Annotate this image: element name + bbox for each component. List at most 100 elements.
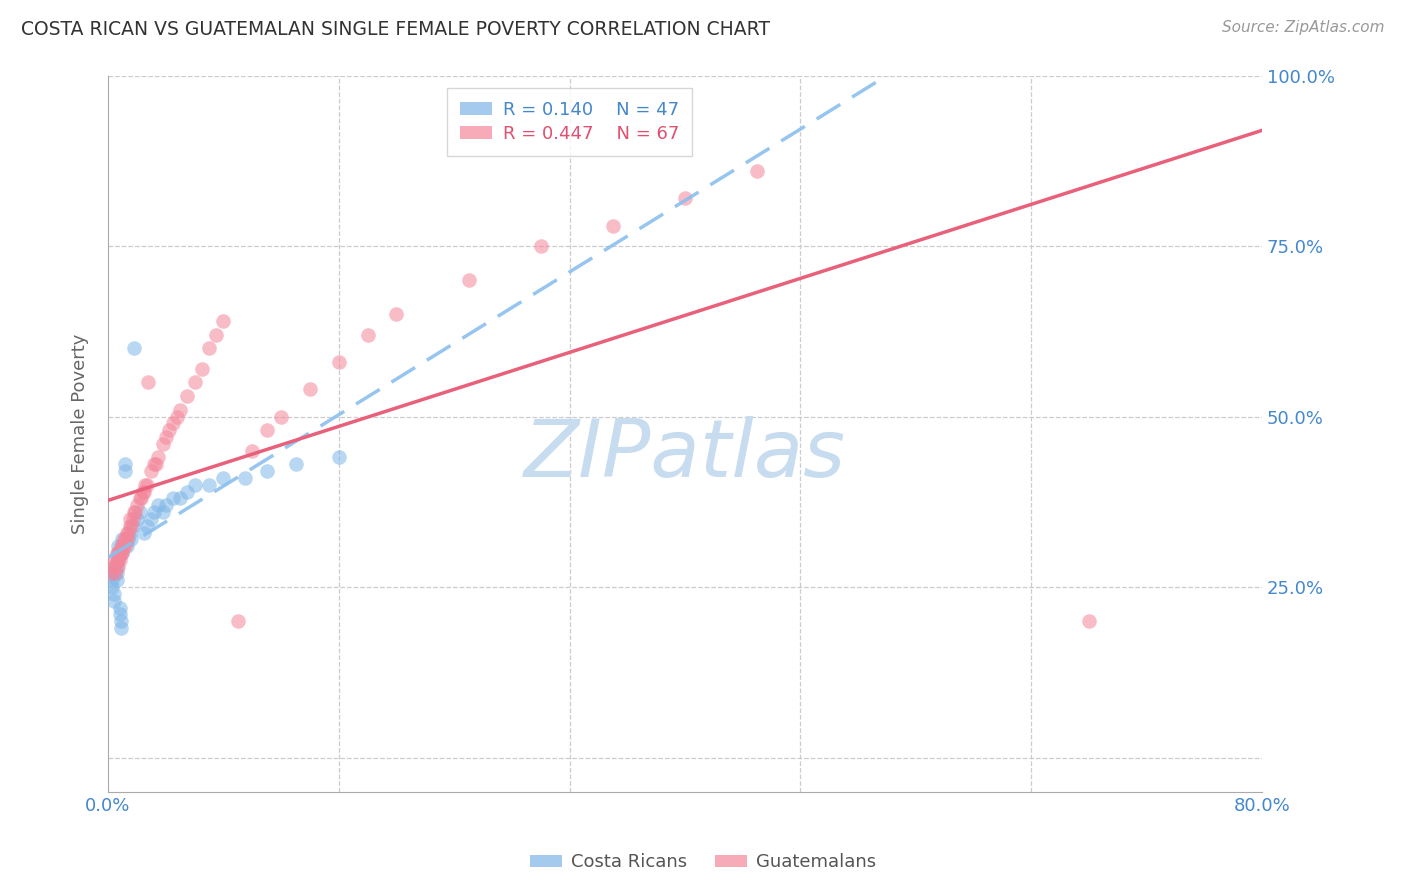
Point: [183, 376, 205, 390]
Point: [124, 505, 146, 519]
Point: [132, 484, 155, 499]
Point: [155, 498, 177, 512]
Point: [157, 423, 180, 437]
Point: [117, 525, 139, 540]
Point: [356, 327, 378, 342]
Point: [190, 361, 212, 376]
Point: [122, 342, 145, 356]
Point: [104, 559, 127, 574]
Point: [121, 518, 143, 533]
Point: [169, 491, 191, 506]
Legend: R = 0.140    N = 47, R = 0.447    N = 67: R = 0.140 N = 47, R = 0.447 N = 67: [447, 88, 692, 156]
Point: [226, 614, 249, 628]
Point: [112, 533, 135, 547]
Point: [103, 553, 125, 567]
Point: [270, 409, 292, 424]
Point: [155, 430, 177, 444]
Point: [256, 464, 278, 478]
Point: [125, 498, 148, 512]
Point: [132, 525, 155, 540]
Point: [198, 342, 221, 356]
Point: [152, 505, 174, 519]
Point: [328, 450, 350, 465]
Point: [169, 402, 191, 417]
Point: [114, 458, 136, 472]
Point: [104, 559, 127, 574]
Point: [100, 566, 122, 581]
Point: [118, 512, 141, 526]
Point: [136, 477, 159, 491]
Point: [176, 484, 198, 499]
Point: [1077, 614, 1099, 628]
Point: [122, 505, 145, 519]
Point: [141, 464, 163, 478]
Point: [141, 512, 163, 526]
Point: [152, 437, 174, 451]
Point: [128, 491, 150, 506]
Point: [105, 574, 128, 588]
Point: [148, 450, 170, 465]
Point: [385, 307, 408, 321]
Point: [162, 491, 184, 506]
Point: [138, 376, 160, 390]
Point: [145, 458, 167, 472]
Point: [101, 580, 124, 594]
Point: [212, 314, 235, 328]
Point: [298, 382, 321, 396]
Point: [115, 539, 138, 553]
Point: [111, 546, 134, 560]
Point: [457, 273, 479, 287]
Point: [212, 471, 235, 485]
Point: [673, 191, 696, 205]
Point: [111, 539, 134, 553]
Point: [129, 491, 152, 506]
Point: [143, 458, 166, 472]
Point: [131, 484, 153, 499]
Point: [107, 546, 129, 560]
Point: [114, 533, 136, 547]
Point: [205, 327, 228, 342]
Point: [233, 471, 256, 485]
Text: ZIPatlas: ZIPatlas: [524, 416, 846, 494]
Point: [111, 546, 134, 560]
Point: [108, 546, 131, 560]
Point: [107, 546, 129, 560]
Point: [256, 423, 278, 437]
Point: [107, 553, 129, 567]
Point: [118, 525, 141, 540]
Point: [108, 553, 131, 567]
Point: [104, 566, 127, 581]
Point: [745, 164, 768, 178]
Point: [117, 533, 139, 547]
Point: [143, 505, 166, 519]
Point: [108, 607, 131, 622]
Y-axis label: Single Female Poverty: Single Female Poverty: [72, 334, 89, 533]
Point: [112, 539, 135, 553]
Point: [111, 533, 134, 547]
Point: [107, 559, 129, 574]
Point: [105, 553, 128, 567]
Point: [328, 355, 350, 369]
Point: [110, 614, 132, 628]
Text: Source: ZipAtlas.com: Source: ZipAtlas.com: [1222, 20, 1385, 35]
Point: [530, 239, 553, 253]
Point: [101, 559, 124, 574]
Point: [134, 477, 156, 491]
Point: [105, 546, 128, 560]
Point: [103, 593, 125, 607]
Point: [115, 533, 138, 547]
Point: [198, 477, 221, 491]
Point: [120, 533, 142, 547]
Point: [105, 566, 128, 581]
Text: COSTA RICAN VS GUATEMALAN SINGLE FEMALE POVERTY CORRELATION CHART: COSTA RICAN VS GUATEMALAN SINGLE FEMALE …: [21, 20, 770, 38]
Point: [108, 600, 131, 615]
Point: [125, 512, 148, 526]
Point: [120, 518, 142, 533]
Point: [240, 443, 263, 458]
Point: [148, 498, 170, 512]
Point: [107, 539, 129, 553]
Point: [162, 417, 184, 431]
Point: [114, 464, 136, 478]
Point: [111, 539, 134, 553]
Point: [114, 539, 136, 553]
